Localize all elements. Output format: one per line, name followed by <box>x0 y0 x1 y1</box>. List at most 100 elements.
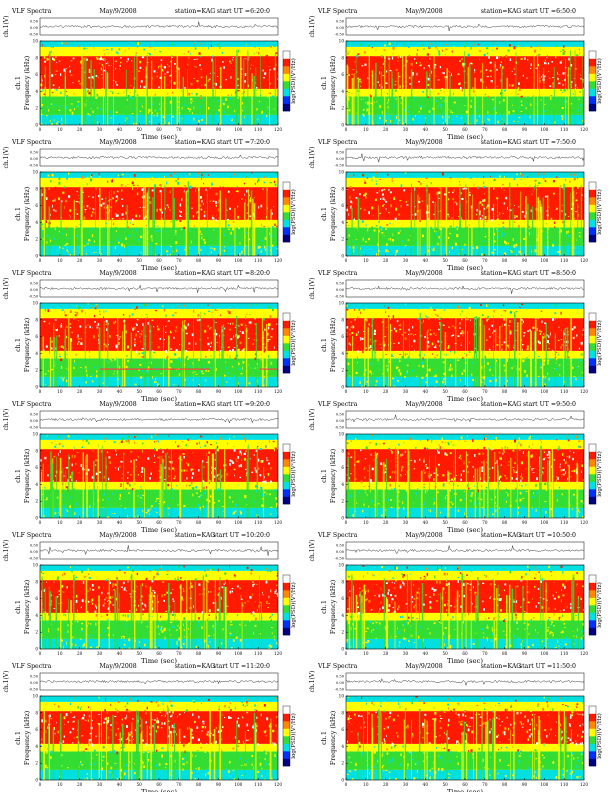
waveform-tick-label: 0.00 <box>30 419 39 423</box>
x-tick-label: 40 <box>423 651 429 656</box>
panel-title: VLF Spectra <box>11 8 52 15</box>
x-tick-label: 90 <box>522 651 528 656</box>
y-tick-label: 8 <box>35 317 38 322</box>
y-axis-label: Frequency (kHz) <box>23 318 31 372</box>
waveform-tick-label: 0.00 <box>336 288 345 292</box>
colorbar-label: log(PSD)(V²/Hz) <box>290 320 297 366</box>
x-tick-label: 30 <box>97 782 103 787</box>
panel-date: May/9/2008 <box>99 8 136 15</box>
x-tick-label: 70 <box>482 127 488 132</box>
x-tick-label: 110 <box>560 520 568 525</box>
y-tick-label: 4 <box>35 351 38 356</box>
x-tick-label: 90 <box>216 258 222 263</box>
waveform-tick-label: -0.50 <box>335 426 345 430</box>
station-label: station=KAG <box>175 663 216 670</box>
start-time-label: start UT =7:20:0 <box>217 139 270 146</box>
x-tick-label: 60 <box>156 651 162 656</box>
spectrogram-panel: VLF Spectra May/9/2008 station=KAG start UT… <box>306 661 606 792</box>
x-tick-label: 20 <box>383 127 389 132</box>
colorbar-label: log(PSD)(V²/Hz) <box>290 189 297 235</box>
x-axis-label: Time (sec) <box>141 657 177 665</box>
waveform-frame <box>39 17 279 36</box>
colorbar <box>588 705 597 767</box>
y-tick-label: 0 <box>341 123 344 128</box>
y-tick-label: 0 <box>35 516 38 521</box>
x-tick-label: 80 <box>196 389 202 394</box>
waveform-trace <box>345 414 585 423</box>
x-tick-label: 30 <box>403 651 409 656</box>
x-tick-label: 0 <box>39 258 42 263</box>
x-tick-label: 120 <box>274 258 282 263</box>
y-axis-label: Frequency (kHz) <box>23 56 31 110</box>
x-tick-label: 10 <box>57 258 63 263</box>
x-axis-label: Time (sec) <box>447 657 483 665</box>
spectrogram-panel: VLF Spectra May/9/2008 station=KAG start UT… <box>306 6 606 141</box>
x-tick-label: 80 <box>502 127 508 132</box>
y-tick-label: 8 <box>341 448 344 453</box>
y-tick-label: 8 <box>341 317 344 322</box>
station-label: station=KAG <box>481 270 522 277</box>
spectrogram-image <box>346 434 584 518</box>
x-tick-label: 100 <box>234 782 242 787</box>
x-tick-label: 50 <box>136 520 142 525</box>
colorbar <box>588 312 597 374</box>
x-tick-label: 50 <box>136 389 142 394</box>
x-tick-label: 50 <box>136 127 142 132</box>
colorbar <box>282 574 291 636</box>
x-tick-label: 20 <box>383 651 389 656</box>
y-tick-label: 0 <box>341 647 344 652</box>
spectrogram-image <box>346 172 584 256</box>
x-tick-label: 50 <box>136 782 142 787</box>
x-tick-label: 90 <box>522 520 528 525</box>
waveform-frame <box>345 17 585 36</box>
waveform-frame <box>345 148 585 167</box>
waveform-tick-label: -0.50 <box>29 33 39 37</box>
colorbar-label: log(PSD)(V²/Hz) <box>596 58 603 104</box>
x-tick-label: 60 <box>462 520 468 525</box>
y-tick-label: 8 <box>35 579 38 584</box>
x-tick-label: 60 <box>156 520 162 525</box>
waveform-tick-label: 0.50 <box>336 413 345 417</box>
x-tick-label: 20 <box>383 520 389 525</box>
waveform-frame <box>39 279 279 298</box>
x-tick-label: 70 <box>176 520 182 525</box>
x-tick-label: 20 <box>383 782 389 787</box>
waveform-tick-label: 0.50 <box>336 151 345 155</box>
x-tick-label: 70 <box>176 258 182 263</box>
x-tick-label: 40 <box>423 258 429 263</box>
x-tick-label: 120 <box>274 782 282 787</box>
panel-date: May/9/2008 <box>99 401 136 408</box>
waveform-trace <box>39 154 279 159</box>
spectrogram-image <box>40 41 278 125</box>
waveform-tick-label: -0.50 <box>335 688 345 692</box>
spectrogram-panel: VLF Spectra May/9/2008 station=KAG start UT… <box>0 399 300 534</box>
x-tick-label: 60 <box>156 782 162 787</box>
waveform-trace <box>39 284 279 293</box>
x-tick-label: 10 <box>363 258 369 263</box>
x-tick-label: 90 <box>522 258 528 263</box>
y-tick-label: 10 <box>339 694 345 699</box>
x-tick-label: 40 <box>117 651 123 656</box>
waveform-axis-label: ch.1(V) <box>309 671 316 693</box>
colorbar <box>588 574 597 636</box>
x-tick-label: 100 <box>234 258 242 263</box>
x-tick-label: 20 <box>77 258 83 263</box>
x-tick-label: 20 <box>77 651 83 656</box>
spectrogram-image <box>346 565 584 649</box>
x-tick-label: 30 <box>97 389 103 394</box>
y-tick-label: 6 <box>341 203 344 208</box>
x-tick-label: 90 <box>522 127 528 132</box>
waveform-axis-label: ch.1(V) <box>309 278 316 300</box>
waveform-tick-label: 0.00 <box>336 681 345 685</box>
station-label: station=KAG <box>481 8 522 15</box>
x-tick-label: 40 <box>117 258 123 263</box>
waveform-axis-label: ch.1(V) <box>309 147 316 169</box>
waveform-tick-label: 0.50 <box>30 675 39 679</box>
x-tick-label: 40 <box>423 782 429 787</box>
x-tick-label: 100 <box>234 651 242 656</box>
x-tick-label: 20 <box>77 127 83 132</box>
